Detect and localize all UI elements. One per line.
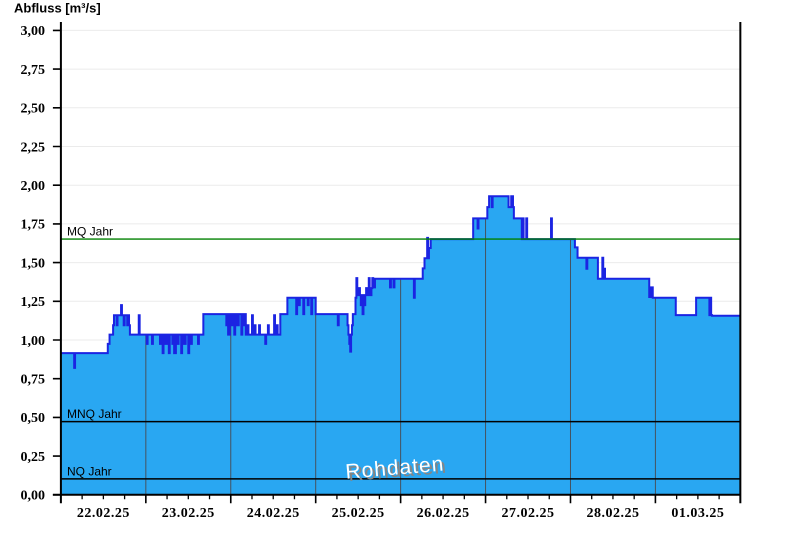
svg-text:2,25: 2,25 [21,140,46,155]
svg-text:1,00: 1,00 [21,334,46,349]
svg-text:25.02.25: 25.02.25 [332,506,385,521]
svg-text:NQ Jahr: NQ Jahr [67,464,112,478]
svg-text:2,50: 2,50 [21,102,46,117]
svg-text:MNQ Jahr: MNQ Jahr [67,407,122,421]
svg-text:01.03.25: 01.03.25 [671,506,724,521]
svg-text:MQ Jahr: MQ Jahr [67,225,113,239]
svg-text:28.02.25: 28.02.25 [586,506,639,521]
svg-text:0,50: 0,50 [21,411,46,426]
svg-text:3,00: 3,00 [21,24,46,39]
svg-text:27.02.25: 27.02.25 [502,506,555,521]
svg-text:23.02.25: 23.02.25 [162,506,215,521]
svg-text:1,75: 1,75 [21,218,46,233]
svg-text:26.02.25: 26.02.25 [417,506,470,521]
svg-text:0,25: 0,25 [21,450,46,465]
svg-text:2,75: 2,75 [21,63,46,78]
svg-text:0,00: 0,00 [21,489,46,504]
svg-text:1,25: 1,25 [21,295,46,310]
svg-text:1,50: 1,50 [21,256,46,271]
svg-text:Abfluss [m³/s]: Abfluss [m³/s] [14,1,101,16]
svg-text:0,75: 0,75 [21,373,46,388]
svg-text:24.02.25: 24.02.25 [247,506,300,521]
svg-text:2,00: 2,00 [21,179,46,194]
svg-text:22.02.25: 22.02.25 [77,506,130,521]
